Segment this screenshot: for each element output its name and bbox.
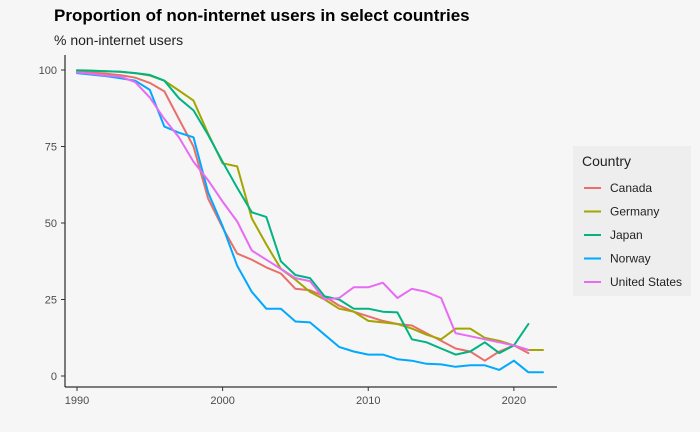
series-line-germany [76, 69, 544, 351]
x-axis-ticks: 1990 2000 2010 2020 [65, 387, 526, 407]
y-tick-label: 50 [45, 218, 57, 230]
legend-label: Canada [610, 181, 652, 195]
chart-subtitle: % non-internet users [54, 32, 184, 48]
x-tick-label: 2020 [502, 395, 526, 407]
x-tick-label: 1990 [65, 395, 89, 407]
legend-label: Norway [610, 252, 651, 266]
series-line-japan [76, 69, 530, 356]
legend-background [573, 146, 691, 296]
legend-label: Germany [610, 205, 659, 219]
x-tick-label: 2000 [210, 395, 234, 407]
series-line-united-states [76, 71, 530, 351]
legend-label: United States [610, 275, 682, 289]
x-tick-label: 2010 [356, 395, 380, 407]
y-tick-label: 75 [45, 142, 57, 154]
chart-title: Proportion of non-internet users in sele… [54, 6, 470, 25]
legend-label: Japan [610, 228, 643, 242]
series-line-norway [76, 72, 544, 374]
series-lines [76, 69, 544, 374]
y-tick-label: 0 [51, 371, 57, 383]
y-tick-label: 100 [39, 65, 57, 77]
y-axis-ticks: 0 25 50 75 100 [39, 65, 65, 383]
y-tick-label: 25 [45, 295, 57, 307]
legend-title: Country [582, 153, 631, 169]
series-line-canada [76, 70, 530, 362]
legend: Canada Germany Japan Norway United States [584, 181, 682, 289]
